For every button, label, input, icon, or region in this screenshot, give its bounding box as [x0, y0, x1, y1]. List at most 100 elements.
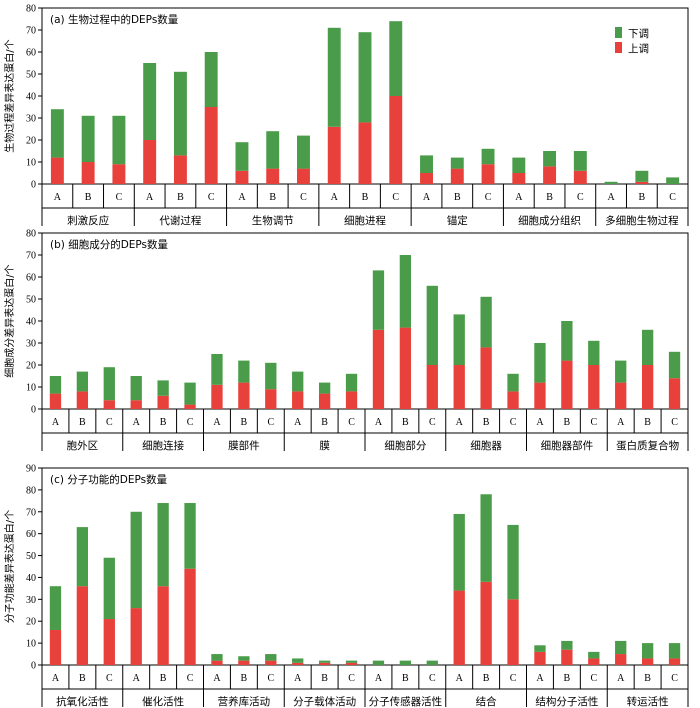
bar-up: [507, 391, 519, 409]
bar-up: [157, 586, 169, 665]
x-subcategory-label: B: [160, 673, 167, 684]
x-subcategory-label: C: [590, 673, 597, 684]
bar-down: [512, 157, 526, 173]
bar-down: [615, 360, 627, 383]
x-group-label: 细胞部分: [384, 439, 426, 452]
bar-up: [49, 629, 62, 665]
bar-up: [297, 168, 310, 184]
bar-up: [480, 581, 492, 665]
x-subcategory-label: B: [269, 192, 276, 203]
x-group-label: 多细胞生物过程: [605, 214, 679, 227]
y-tick-label: 20: [26, 361, 36, 372]
bar-down: [507, 373, 519, 392]
x-subcategory-label: C: [116, 192, 123, 203]
y-tick-label: 80: [26, 229, 36, 240]
bar-down: [615, 640, 627, 655]
bar-up: [130, 608, 142, 665]
bar-down: [238, 656, 250, 661]
x-subcategory-label: B: [454, 192, 461, 203]
bar-up: [543, 166, 557, 184]
x-subcategory-label: A: [331, 192, 339, 203]
y-tick-label: 30: [26, 114, 36, 125]
x-subcategory-label: A: [146, 192, 154, 203]
bar-up: [76, 586, 89, 665]
x-subcategory-label: B: [241, 417, 248, 428]
x-group-label: 细胞连接: [142, 439, 184, 452]
bar-down: [184, 382, 196, 405]
bar-down: [327, 27, 341, 127]
x-subcategory-label: A: [213, 673, 221, 684]
x-subcategory-label: C: [300, 192, 307, 203]
x-subcategory-label: A: [375, 417, 383, 428]
bar-down: [130, 376, 142, 401]
bar-down: [372, 270, 385, 330]
bar-up: [204, 107, 218, 184]
bar-up: [265, 389, 277, 409]
y-tick-label: 40: [26, 92, 36, 103]
y-tick-label: 60: [26, 529, 36, 540]
x-subcategory-label: C: [106, 673, 113, 684]
chart-panel-1: 0 10 20 30 40 50 60 70 80 A B C A B C A B C A B C A B C A B C A B C A B…: [3, 229, 689, 452]
x-group-label: 膜: [319, 440, 330, 452]
x-subcategory-label: A: [607, 192, 615, 203]
x-subcategory-label: B: [483, 673, 490, 684]
x-subcategory-label: C: [671, 673, 678, 684]
x-group-label: 营养库活动: [218, 695, 271, 708]
x-group-label: 催化活性: [142, 695, 184, 708]
chart-title: (c) 分子功能的DEPs数量: [50, 473, 168, 486]
bar-down: [157, 380, 169, 396]
y-tick-label: 0: [31, 661, 36, 672]
bar-up: [157, 395, 169, 409]
bar-up: [389, 96, 403, 184]
x-subcategory-label: A: [375, 673, 383, 684]
y-tick-label: 90: [26, 464, 36, 475]
y-tick-label: 40: [26, 317, 36, 328]
bar-up: [668, 658, 681, 665]
bar-down: [143, 63, 157, 140]
x-subcategory-label: C: [392, 192, 399, 203]
bar-up: [345, 662, 358, 665]
bar-down: [235, 142, 249, 171]
x-subcategory-label: B: [402, 673, 409, 684]
x-subcategory-label: C: [208, 192, 215, 203]
bar-down: [76, 527, 89, 587]
bar-up: [266, 168, 280, 184]
bar-up: [318, 662, 331, 665]
bar-up: [372, 329, 385, 409]
y-tick-label: 50: [26, 70, 36, 81]
bar-down: [49, 586, 62, 630]
x-group-label: 转运活性: [627, 695, 669, 708]
y-tick-label: 70: [26, 507, 36, 518]
x-subcategory-label: B: [639, 192, 646, 203]
x-group-label: 分子传感器活性: [369, 695, 443, 708]
x-group-label: 蛋白质复合物: [616, 439, 679, 452]
chart-title: (b) 细胞成分的DEPs数量: [50, 238, 169, 251]
x-subcategory-label: C: [577, 192, 584, 203]
bar-up: [615, 654, 627, 665]
x-subcategory-label: C: [510, 417, 517, 428]
bar-down: [345, 660, 358, 663]
bar-up: [641, 658, 654, 665]
x-subcategory-label: C: [106, 417, 113, 428]
x-subcategory-label: A: [238, 192, 246, 203]
x-subcategory-label: B: [85, 192, 92, 203]
x-subcategory-label: C: [590, 417, 597, 428]
bar-down: [641, 329, 654, 365]
x-subcategory-label: B: [564, 417, 571, 428]
x-subcategory-label: C: [669, 192, 676, 203]
bar-up: [49, 393, 62, 409]
x-group-label: 胞外区: [67, 440, 99, 452]
y-tick-label: 60: [26, 273, 36, 284]
x-subcategory-label: A: [294, 673, 302, 684]
y-tick-label: 20: [26, 617, 36, 628]
x-subcategory-label: A: [133, 417, 141, 428]
x-group-label: 膜部件: [228, 439, 260, 452]
bar-up: [318, 393, 331, 409]
bar-up: [211, 660, 223, 665]
x-group-label: 抗氧化活性: [56, 695, 109, 708]
y-tick-label: 10: [26, 639, 36, 650]
y-axis-label: 分子功能差异表达蛋白/个: [3, 510, 16, 623]
x-group-label: 代谢过程: [159, 214, 201, 227]
bar-down: [103, 557, 115, 620]
